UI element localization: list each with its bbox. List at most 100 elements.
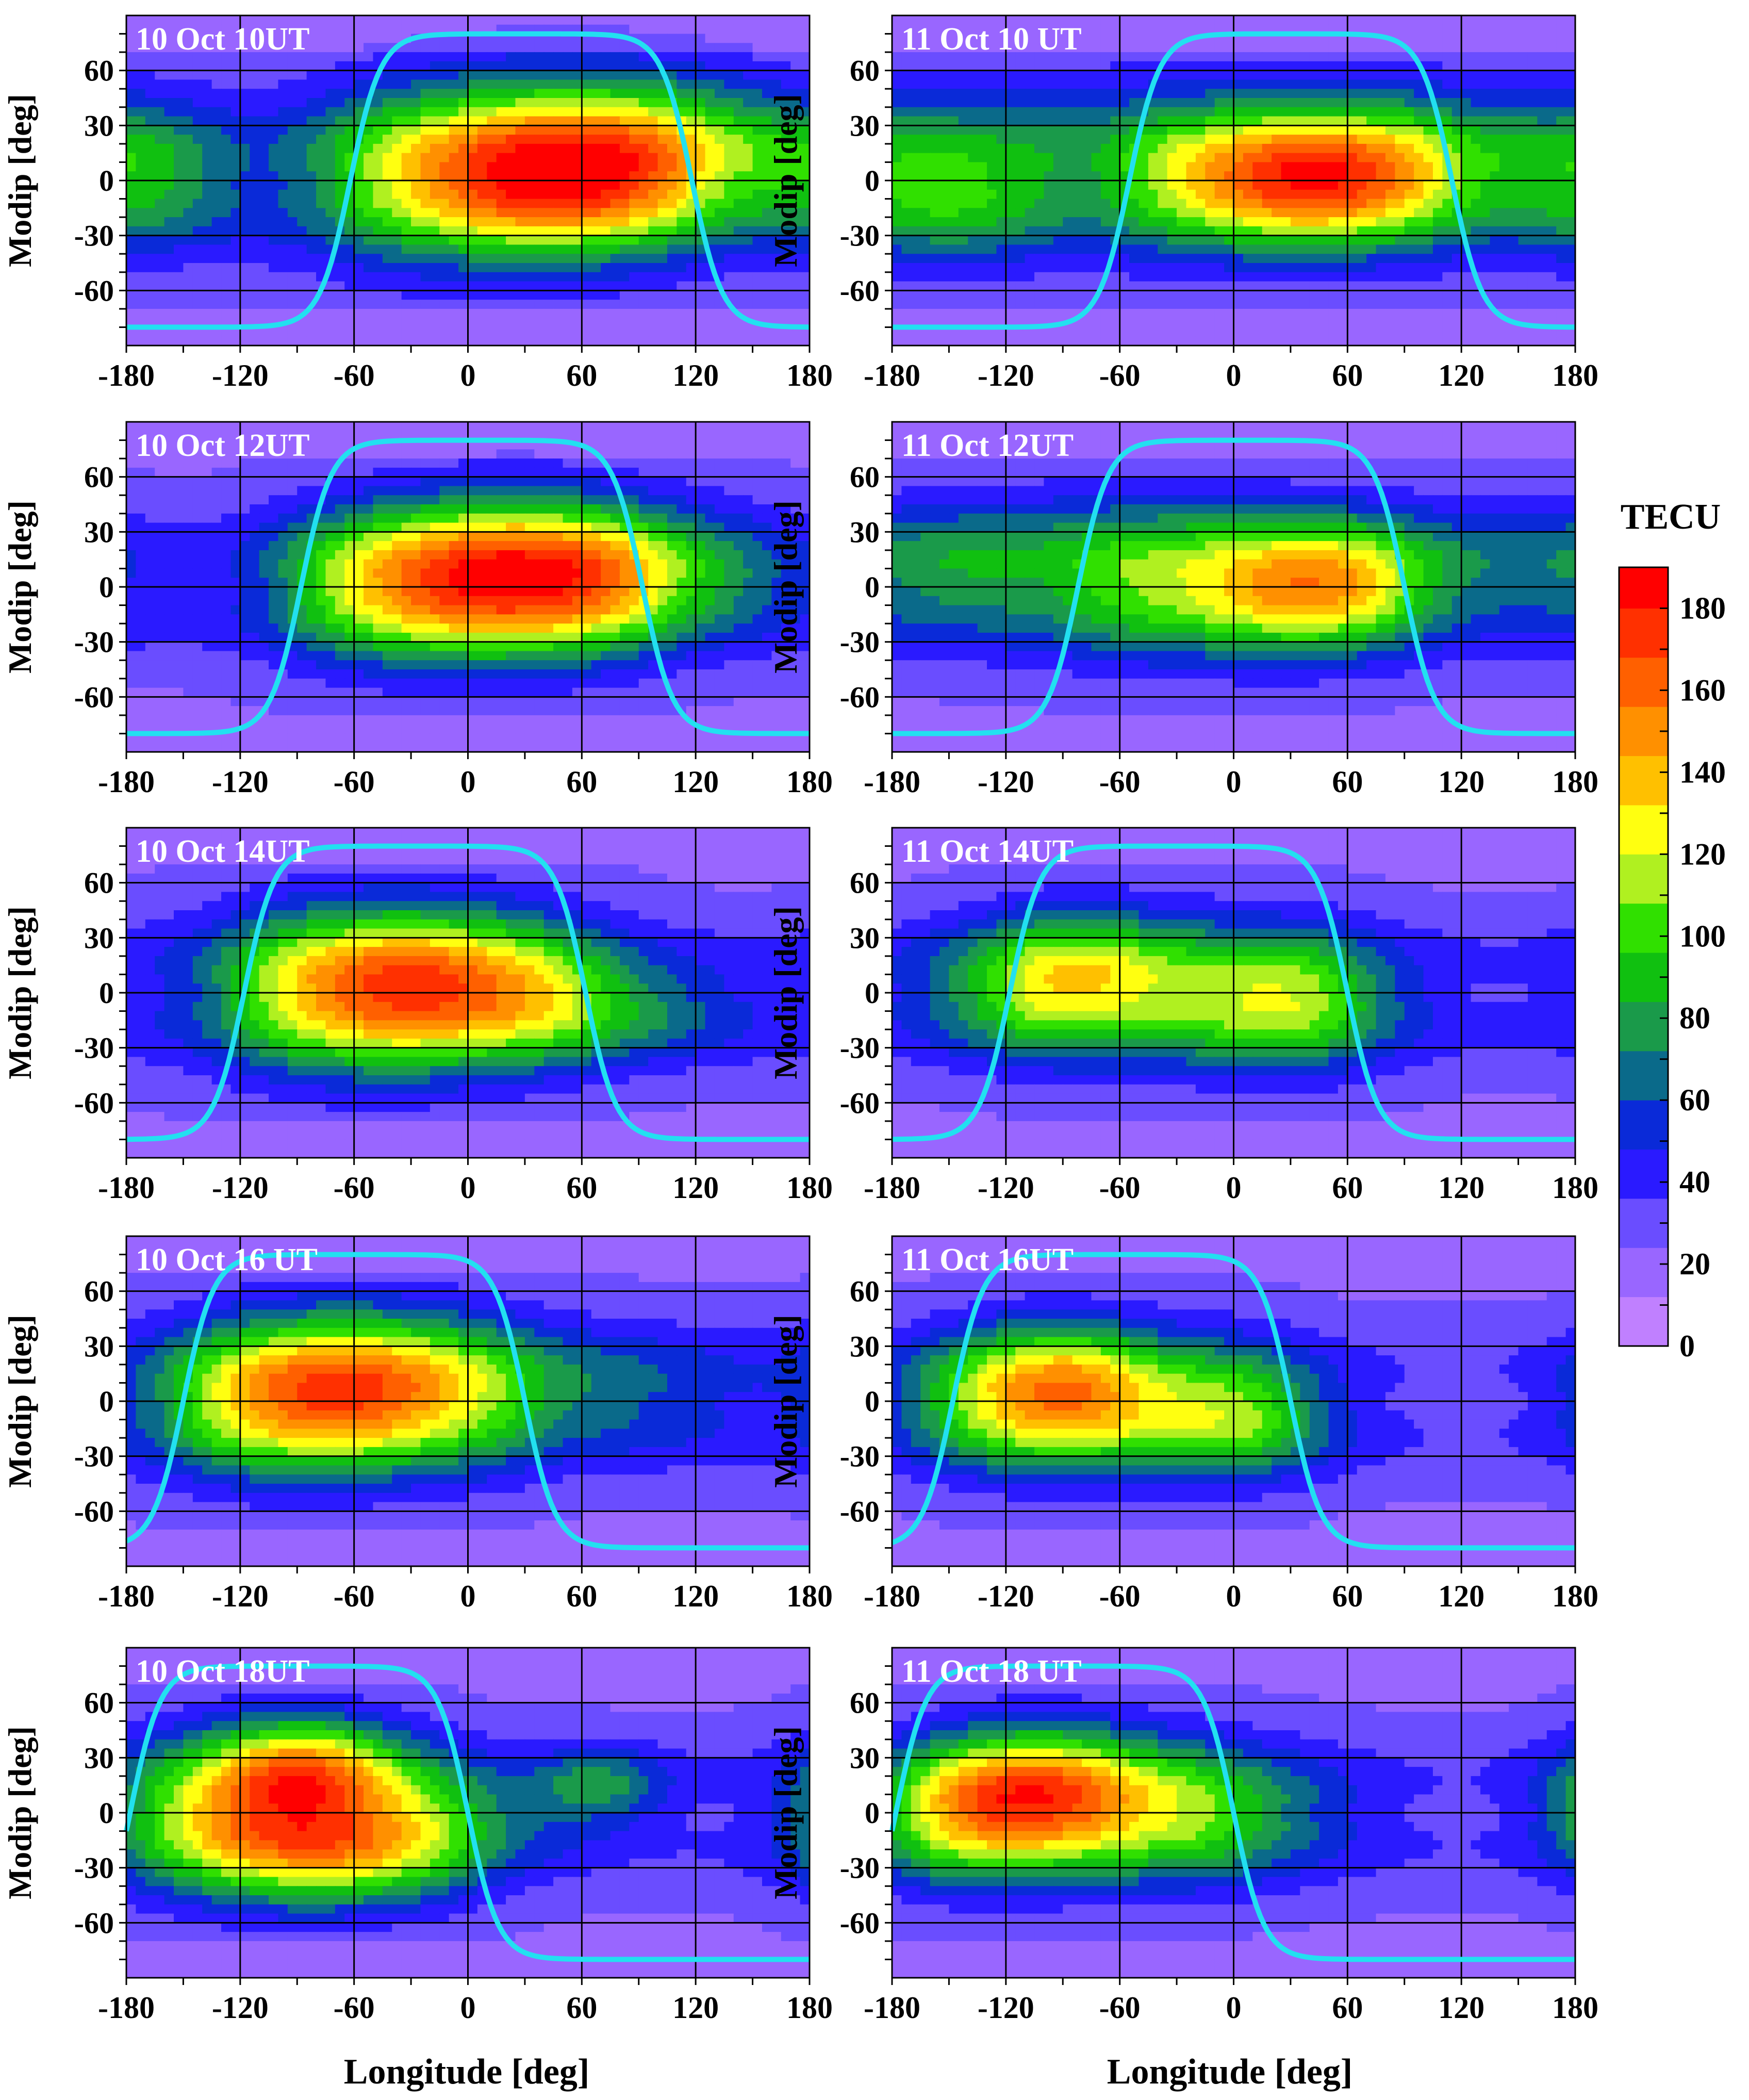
heatmap-cell [1158,199,1167,209]
heatmap-cell [658,327,668,337]
heatmap-cell [1006,61,1016,71]
heatmap-cell [1442,199,1452,209]
heatmap-cell [987,162,997,172]
heatmap-cell [221,217,231,227]
heatmap-cell [1509,208,1519,218]
heatmap-cell [1272,208,1281,218]
heatmap-cell [516,318,525,328]
heatmap-cell [1347,153,1357,163]
heatmap-cell [316,336,326,346]
heatmap-cell [458,236,468,245]
heatmap-cell [288,153,298,163]
heatmap-cell [610,98,620,108]
heatmap-cell [1186,117,1196,126]
heatmap-cell [411,171,421,181]
heatmap-cell [1385,89,1395,99]
heatmap-cell [667,254,677,264]
panel-title: 10 Oct 10UT [136,22,310,57]
heatmap-cell [1395,272,1405,282]
heatmap-cell [996,244,1006,254]
heatmap-cell [686,236,696,245]
heatmap-cell [411,71,421,80]
heatmap-cell [1234,254,1244,264]
heatmap-cell [1461,61,1471,71]
heatmap-cell [1547,272,1557,282]
heatmap-cell [164,89,174,99]
heatmap-cell [259,336,269,346]
heatmap-cell [1252,15,1262,25]
heatmap-cell [734,34,744,44]
heatmap-cell [1281,226,1291,236]
heatmap-cell [987,98,997,108]
heatmap-cell [212,309,222,319]
heatmap-cell [383,89,392,99]
heatmap-cell [439,236,449,245]
heatmap-cell [212,282,222,291]
heatmap-cell [734,162,744,172]
heatmap-cell [497,282,506,291]
heatmap-cell [1452,117,1462,126]
heatmap-cell [1480,190,1490,200]
heatmap-cell [696,263,705,273]
heatmap-cell [212,135,222,144]
heatmap-cell [1120,263,1130,273]
heatmap-cell [705,25,715,35]
heatmap-cell [1053,107,1063,117]
heatmap-cell [477,79,487,89]
heatmap-cell [525,208,535,218]
heatmap-cell [1376,282,1386,291]
heatmap-cell [344,282,354,291]
heatmap-cell [1291,144,1300,154]
heatmap-cell [193,263,203,273]
heatmap-cell [1129,263,1139,273]
heatmap-cell [174,117,184,126]
heatmap-cell [1395,71,1405,80]
heatmap-cell [676,272,686,282]
heatmap-cell [1243,171,1253,181]
heatmap-cell [1528,254,1538,264]
heatmap-cell [1186,208,1196,218]
heatmap-cell [383,272,392,282]
heatmap-cell [1300,162,1310,172]
heatmap-cell [1158,300,1167,309]
heatmap-cell [477,162,487,172]
heatmap-cell [639,117,649,126]
heatmap-cell [1442,300,1452,309]
heatmap-cell [1442,263,1452,273]
heatmap-cell [1480,25,1490,35]
heatmap-cell [1471,135,1481,144]
heatmap-cell [250,290,259,300]
heatmap-cell [572,162,582,172]
heatmap-cell [1101,125,1111,135]
heatmap-cell [1452,144,1462,154]
heatmap-cell [1310,107,1319,117]
heatmap-cell [1424,135,1433,144]
heatmap-cell [939,107,949,117]
heatmap-cell [354,290,364,300]
heatmap-cell [307,117,317,126]
heatmap-cell [715,309,724,319]
heatmap-cell [658,226,668,236]
heatmap-cell [1385,117,1395,126]
heatmap-cell [1044,217,1053,227]
heatmap-cell [1490,226,1499,236]
heatmap-cell [1186,190,1196,200]
heatmap-cell [126,272,136,282]
heatmap-cell [1347,199,1357,209]
heatmap-cell [1215,254,1225,264]
heatmap-cell [987,208,997,218]
heatmap-cell [126,236,136,245]
heatmap-cell [591,61,601,71]
heatmap-cell [1366,244,1376,254]
heatmap-cell [1395,217,1405,227]
heatmap-cell [1480,34,1490,44]
heatmap-cell [1528,61,1538,71]
heatmap-cell [316,107,326,117]
heatmap-cell [259,244,269,254]
heatmap-cell [1291,15,1300,25]
heatmap-cell [939,71,949,80]
heatmap-cell [297,71,307,80]
heatmap-cell [1006,162,1016,172]
heatmap-cell [344,25,354,35]
heatmap-cell [743,171,753,181]
